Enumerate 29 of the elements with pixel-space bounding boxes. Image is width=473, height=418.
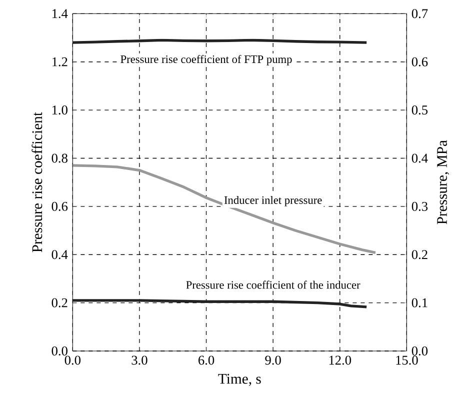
y2-tick-label: 0.4 <box>412 154 428 163</box>
y-tick-label: 0.2 <box>52 298 68 308</box>
y-tick-label: 0.8 <box>52 154 68 163</box>
y-tick-label: 0.4 <box>52 250 68 260</box>
series-label: Pressure rise coefficient of FTP pump <box>120 54 292 66</box>
y2-tick-label: 0.1 <box>412 298 428 308</box>
x-axis-title: Time, s <box>218 374 261 386</box>
x-tick-label: 0.0 <box>64 356 81 365</box>
series-label: Inducer inlet pressure <box>224 196 322 206</box>
y2-tick-label: 0.6 <box>412 57 428 66</box>
x-tick-label: 15.0 <box>396 356 418 365</box>
y2-tick-label: 0.0 <box>412 346 428 356</box>
y-tick-label: 1.0 <box>52 106 68 115</box>
x-tick-label: 9.0 <box>265 356 281 365</box>
y2-tick-label: 0.5 <box>412 106 428 115</box>
y-tick-label: 1.2 <box>52 57 68 66</box>
series-label: Pressure rise coefficient of the inducer <box>186 280 360 289</box>
y-tick-label: 1.4 <box>52 9 68 18</box>
y-axis-title: Pressure rise coefficient <box>32 112 42 252</box>
y2-tick-label: 0.2 <box>412 250 428 260</box>
y-tick-label: 0.0 <box>52 346 68 356</box>
y2-tick-label: 0.3 <box>412 202 428 211</box>
y2-axis-title: Pressure, MPa <box>437 140 450 224</box>
x-tick-label: 12.0 <box>329 356 352 365</box>
line-series <box>72 299 368 308</box>
x-tick-label: 3.0 <box>132 356 148 365</box>
y2-tick-label: 0.7 <box>412 9 428 18</box>
x-tick-label: 6.0 <box>198 356 214 365</box>
y-tick-label: 0.6 <box>52 202 68 211</box>
